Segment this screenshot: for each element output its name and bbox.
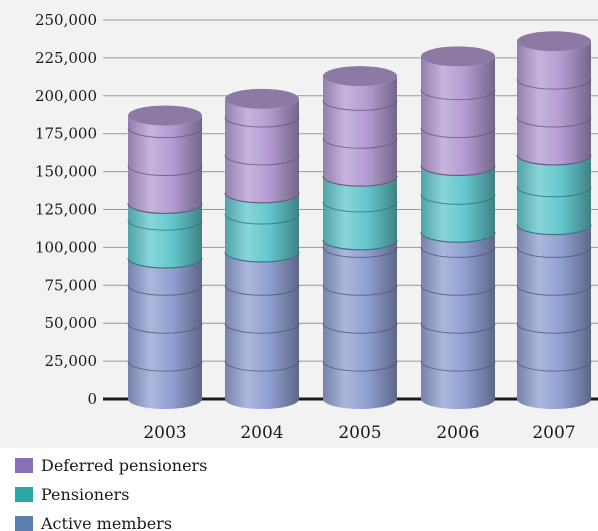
- bar-ring: [127, 361, 203, 372]
- bar-ring: [224, 154, 300, 166]
- segment-boundary: [420, 232, 496, 243]
- legend-swatch: [15, 487, 33, 502]
- segment-boundary: [516, 154, 592, 166]
- bar-ring: [322, 323, 398, 334]
- bar-top-cap: [225, 88, 299, 109]
- legend-label: Deferred pensioners: [41, 456, 207, 475]
- bar-ring: [420, 89, 496, 101]
- legend-label: Active members: [40, 514, 172, 531]
- bar-top-cap: [517, 31, 591, 52]
- bar-segment-active-members-2005: [323, 239, 397, 409]
- bar-ring: [127, 127, 203, 139]
- bar-ring: [516, 361, 592, 372]
- bar-ring: [224, 361, 300, 372]
- bar-ring: [322, 247, 398, 258]
- bar-ring: [322, 100, 398, 111]
- bar-segment-deferred-pensioners-2007: [517, 41, 591, 165]
- bar-ring: [420, 285, 496, 296]
- bar-segment-deferred-pensioners-2003: [128, 115, 202, 214]
- x-axis-labels: 2003 2004 2005 2006 2007: [143, 423, 575, 443]
- legend-swatch: [15, 516, 33, 531]
- bar-ring: [127, 165, 203, 177]
- bar-ring: [127, 285, 203, 296]
- bars: [127, 31, 592, 409]
- bar-ring: [224, 323, 300, 334]
- bar-stack-2007: [516, 31, 592, 409]
- y-tick-label: 225,000: [35, 49, 97, 67]
- y-tick-label: 200,000: [35, 87, 97, 105]
- bar-ring: [322, 361, 398, 372]
- bar-segment-active-members-2006: [421, 232, 495, 409]
- y-tick-label: 150,000: [35, 163, 97, 181]
- bar-ring: [322, 138, 398, 149]
- legend-item: Deferred pensioners: [15, 456, 207, 475]
- bar-segment-pensioners-2005: [323, 176, 397, 250]
- bar-top-cap: [128, 105, 202, 126]
- bar-ring: [127, 323, 203, 334]
- segment-boundary: [224, 251, 300, 263]
- bar-ring: [516, 247, 592, 258]
- x-category-label: 2007: [532, 423, 575, 443]
- segment-boundary: [224, 192, 300, 204]
- bar-ring: [322, 285, 398, 296]
- bar-stack-2006: [420, 46, 496, 409]
- bar-ring: [224, 285, 300, 296]
- segment-boundary: [322, 239, 398, 251]
- x-category-label: 2003: [143, 423, 186, 443]
- bar-ring: [420, 323, 496, 334]
- y-axis-ticks: 250,000 225,000 200,000 175,000 150,000 125,0…: [35, 11, 97, 408]
- bar-segment-deferred-pensioners-2004: [225, 98, 299, 203]
- bar-segment-active-members-2007: [517, 224, 591, 409]
- bar-ring: [322, 201, 398, 213]
- y-tick-label: 250,000: [35, 11, 97, 29]
- y-tick-label: 25,000: [45, 352, 98, 370]
- y-tick-label: 175,000: [35, 125, 97, 143]
- legend-item: Pensioners: [15, 485, 129, 504]
- y-tick-label: 50,000: [45, 314, 98, 332]
- bar-segment-deferred-pensioners-2005: [323, 76, 397, 187]
- bar-ring: [224, 116, 300, 128]
- bar-segment-deferred-pensioners-2006: [421, 56, 495, 176]
- bar-top-cap: [421, 46, 495, 67]
- bar-ring: [516, 79, 592, 90]
- bar-stack-2003: [127, 105, 203, 409]
- legend-swatch: [15, 458, 33, 473]
- bar-ring: [420, 361, 496, 372]
- bar-ring: [516, 323, 592, 334]
- segment-boundary: [420, 165, 496, 177]
- y-tick-label: 0: [87, 390, 97, 408]
- bar-stack-2005: [322, 66, 398, 409]
- bar-segment-pensioners-2003: [128, 203, 202, 269]
- y-tick-label: 100,000: [35, 238, 97, 256]
- segment-boundary: [127, 257, 203, 269]
- bar-ring: [516, 116, 592, 128]
- bar-ring: [420, 247, 496, 258]
- bar-stack-2004: [224, 88, 300, 409]
- y-tick-label: 125,000: [35, 201, 97, 219]
- y-tick-label: 75,000: [45, 276, 98, 294]
- segment-boundary: [127, 203, 203, 215]
- legend: Deferred pensioners Pensioners Active memb…: [15, 456, 207, 531]
- legend-item: Active members: [15, 514, 172, 531]
- bar-ring: [127, 220, 203, 231]
- x-category-label: 2005: [338, 423, 381, 443]
- bar-segment-pensioners-2004: [225, 192, 299, 262]
- segment-boundary: [322, 176, 398, 187]
- x-category-label: 2004: [240, 423, 283, 443]
- bar-ring: [224, 213, 300, 225]
- bar-ring: [420, 194, 496, 205]
- bar-segment-pensioners-2007: [517, 154, 591, 235]
- bar-top-cap: [323, 66, 397, 87]
- x-category-label: 2006: [436, 423, 479, 443]
- bar-ring: [516, 285, 592, 296]
- bar-ring: [516, 186, 592, 198]
- bar-ring: [420, 127, 496, 139]
- segment-boundary: [516, 224, 592, 236]
- legend-label: Pensioners: [41, 485, 129, 504]
